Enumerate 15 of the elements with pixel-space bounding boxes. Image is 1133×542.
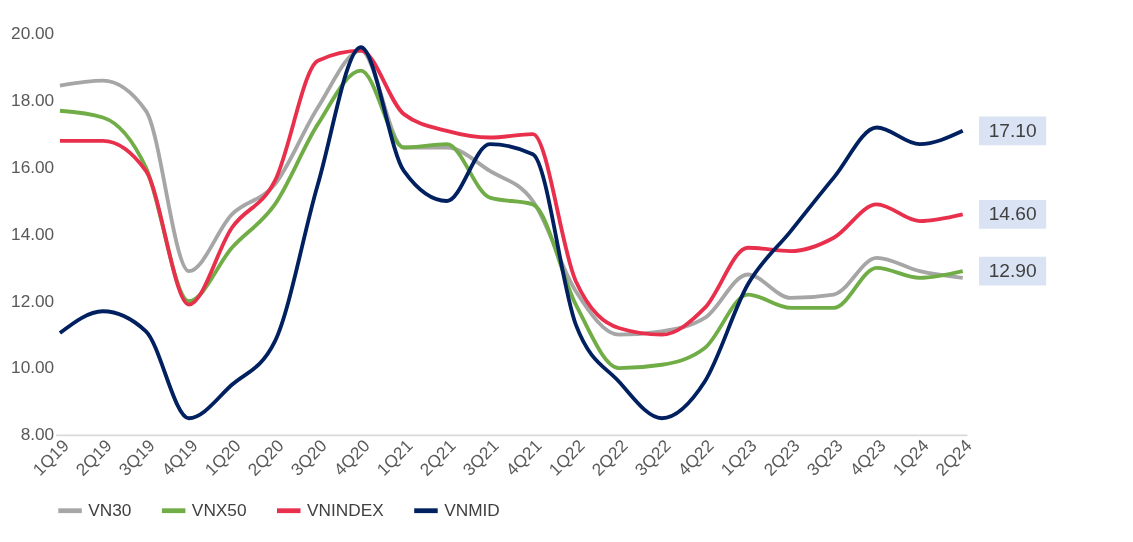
y-tick-label: 8.00 [20, 424, 55, 445]
y-tick-label: 12.00 [11, 290, 55, 311]
y-tick-label: 14.00 [11, 223, 55, 244]
legend-label: VNX50 [191, 499, 247, 520]
data-label: 14.60 [988, 203, 1037, 225]
y-tick-label: 10.00 [11, 357, 55, 378]
legend-label: VNINDEX [306, 499, 385, 520]
data-label: 17.10 [988, 119, 1037, 141]
legend-label: VN30 [88, 499, 132, 520]
y-tick-label: 16.00 [11, 156, 55, 177]
y-tick-label: 18.00 [11, 90, 55, 111]
y-tick-label: 20.00 [11, 23, 55, 44]
legend-label: VNMID [444, 499, 500, 520]
line-series [58, 45, 965, 421]
data-label: 12.90 [988, 259, 1037, 281]
